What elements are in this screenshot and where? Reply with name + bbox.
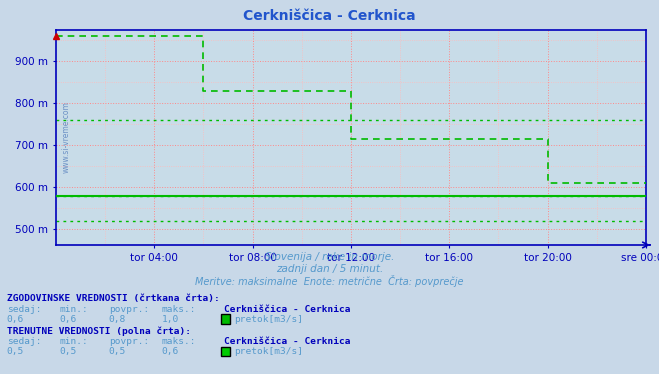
Text: ZGODOVINSKE VREDNOSTI (črtkana črta):: ZGODOVINSKE VREDNOSTI (črtkana črta): xyxy=(7,294,219,303)
Text: maks.:: maks.: xyxy=(161,337,196,346)
Text: Cerkniščica - Cerknica: Cerkniščica - Cerknica xyxy=(224,337,351,346)
Text: TRENUTNE VREDNOSTI (polna črta):: TRENUTNE VREDNOSTI (polna črta): xyxy=(7,326,190,335)
Text: povpr.:: povpr.: xyxy=(109,305,149,314)
Text: 0,6: 0,6 xyxy=(161,347,179,356)
Text: maks.:: maks.: xyxy=(161,305,196,314)
Text: 0,5: 0,5 xyxy=(109,347,126,356)
Text: 0,6: 0,6 xyxy=(59,315,76,324)
Text: 0,5: 0,5 xyxy=(59,347,76,356)
Text: Slovenija / reke in morje.: Slovenija / reke in morje. xyxy=(265,252,394,263)
Text: pretok[m3/s]: pretok[m3/s] xyxy=(234,315,303,324)
Text: Cerkniščica - Cerknica: Cerkniščica - Cerknica xyxy=(224,305,351,314)
Text: 0,6: 0,6 xyxy=(7,315,24,324)
Text: povpr.:: povpr.: xyxy=(109,337,149,346)
Text: www.si-vreme.com: www.si-vreme.com xyxy=(62,101,71,174)
Text: 0,5: 0,5 xyxy=(7,347,24,356)
Text: 0,8: 0,8 xyxy=(109,315,126,324)
Text: sedaj:: sedaj: xyxy=(7,305,41,314)
Text: min.:: min.: xyxy=(59,337,88,346)
Text: pretok[m3/s]: pretok[m3/s] xyxy=(234,347,303,356)
Text: Meritve: maksimalne  Enote: metrične  Črta: povprečje: Meritve: maksimalne Enote: metrične Črta… xyxy=(195,275,464,287)
Text: zadnji dan / 5 minut.: zadnji dan / 5 minut. xyxy=(276,264,383,274)
Text: 1,0: 1,0 xyxy=(161,315,179,324)
Text: Cerkniščica - Cerknica: Cerkniščica - Cerknica xyxy=(243,9,416,23)
Text: sedaj:: sedaj: xyxy=(7,337,41,346)
Text: min.:: min.: xyxy=(59,305,88,314)
